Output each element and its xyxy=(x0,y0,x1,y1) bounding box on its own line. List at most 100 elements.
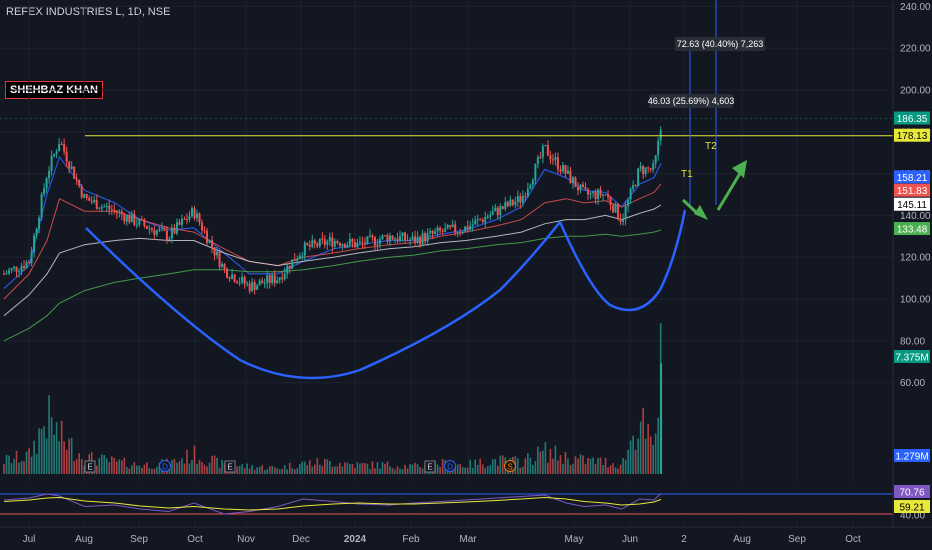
candle-body xyxy=(652,163,655,170)
volume-bar xyxy=(552,458,554,474)
volume-bar xyxy=(198,459,201,474)
candle-body xyxy=(183,218,186,220)
volume-bar xyxy=(211,455,213,474)
volume-bar xyxy=(251,464,253,474)
volume-bar xyxy=(341,466,344,474)
candle-body xyxy=(451,224,454,227)
candle-body xyxy=(266,275,269,283)
volume-bar xyxy=(153,468,156,474)
candle-body xyxy=(206,230,209,243)
candle-body xyxy=(414,236,417,243)
candle-body xyxy=(569,170,572,183)
volume-bar xyxy=(336,466,339,474)
rsi-signal-line xyxy=(3,496,662,511)
candle-body xyxy=(471,224,474,226)
candle-body xyxy=(198,213,201,223)
candle-body xyxy=(506,202,509,207)
volume-bar xyxy=(298,464,301,474)
candle-body xyxy=(163,228,166,231)
volume-bar xyxy=(216,457,218,474)
candle-body xyxy=(195,213,198,219)
volume-bar xyxy=(474,459,477,474)
price-tag-label: 178.13 xyxy=(897,131,928,142)
candle-body xyxy=(343,243,346,248)
volume-bar xyxy=(188,463,191,474)
volume-bar xyxy=(248,468,251,474)
handle-curve xyxy=(558,209,687,312)
candle-body xyxy=(454,224,457,233)
volume-bar xyxy=(519,467,522,474)
volume-bar xyxy=(537,446,539,474)
candle-body xyxy=(298,255,301,259)
candle-body xyxy=(629,188,632,200)
event-marker-label: D xyxy=(162,463,168,472)
volume-bar xyxy=(203,464,206,474)
candle-body xyxy=(624,205,627,220)
candle-body xyxy=(566,170,569,174)
candle-body xyxy=(404,232,407,241)
candle-body xyxy=(529,184,532,189)
candle-body xyxy=(388,235,391,242)
volume-bar xyxy=(178,461,181,474)
volume-bar xyxy=(481,464,484,474)
volume-bar xyxy=(629,440,632,474)
candle-body xyxy=(612,205,615,213)
candle-body xyxy=(30,252,33,264)
volume-bar xyxy=(63,441,65,474)
candle-body xyxy=(419,237,422,245)
volume-bar xyxy=(193,445,196,474)
candle-body xyxy=(426,232,429,242)
candle-body xyxy=(594,191,597,200)
volume-bar xyxy=(23,461,25,474)
candle-body xyxy=(373,237,376,246)
volume-bar xyxy=(577,458,579,474)
volume-bar xyxy=(138,465,141,474)
volume-bar xyxy=(236,466,238,474)
candle-body xyxy=(193,208,196,219)
candle-body xyxy=(639,166,642,169)
t2-box xyxy=(675,37,765,51)
volume-bar xyxy=(136,465,138,474)
candle-body xyxy=(108,205,111,210)
volume-bar xyxy=(567,458,569,474)
volume-bar xyxy=(65,449,68,474)
volume-bar xyxy=(386,461,389,474)
volume-bar xyxy=(562,463,564,474)
volume-bar xyxy=(374,468,376,474)
candle-body xyxy=(446,225,449,229)
candle-body xyxy=(358,241,361,243)
candle-body xyxy=(576,187,579,191)
price-tag xyxy=(894,197,930,211)
candle-body xyxy=(120,211,123,215)
volume-bar xyxy=(607,467,609,474)
candle-body xyxy=(524,196,527,198)
candle-body xyxy=(637,168,640,186)
price-candles xyxy=(3,126,662,295)
candle-body xyxy=(534,163,537,181)
volume-bar xyxy=(83,465,86,474)
candle-body xyxy=(409,239,412,241)
event-marker-label: S xyxy=(507,463,512,472)
price-tag xyxy=(894,350,930,363)
candle-body xyxy=(306,242,309,246)
volume-bar xyxy=(173,458,176,474)
candle-body xyxy=(348,238,351,245)
volume-bar xyxy=(113,457,116,474)
candle-body xyxy=(65,151,68,162)
candle-body xyxy=(201,222,204,231)
candle-body xyxy=(383,235,386,237)
candle-body xyxy=(434,231,437,234)
volume-bar xyxy=(110,456,113,474)
volume-bar xyxy=(35,453,38,474)
candle-body xyxy=(85,194,88,199)
candle-body xyxy=(554,157,557,161)
volume-bar xyxy=(201,462,203,474)
volume-bar xyxy=(391,468,394,474)
candle-body xyxy=(546,144,549,156)
volume-bar xyxy=(241,464,243,474)
candle-body xyxy=(469,225,472,230)
candle-body xyxy=(128,215,131,223)
ema-line xyxy=(3,155,662,290)
earnings-marker xyxy=(424,460,436,473)
